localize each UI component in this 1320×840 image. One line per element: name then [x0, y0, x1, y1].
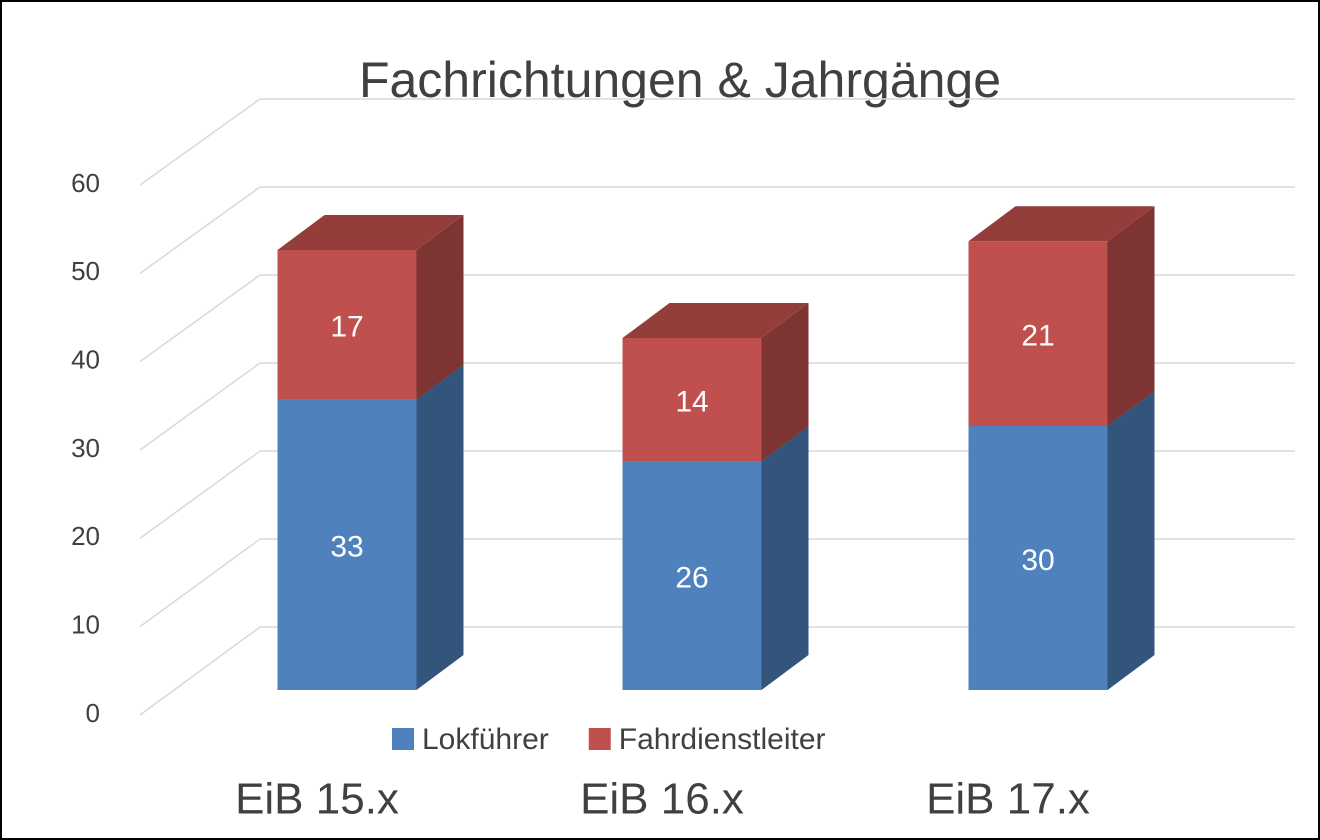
bar: [277, 250, 417, 400]
data-label: 17: [330, 311, 363, 344]
grid-line: [139, 186, 1295, 274]
bar: [622, 338, 762, 462]
grid-diagonal: [139, 98, 261, 186]
grid-line: [139, 98, 1295, 186]
grid-diagonal: [139, 538, 261, 628]
data-label: 14: [675, 386, 708, 419]
bar-side: [1107, 391, 1155, 690]
y-tick-label: 0: [86, 698, 100, 728]
grid-diagonal: [139, 626, 261, 716]
y-tick-label: 40: [71, 345, 100, 375]
bar-side: [761, 303, 809, 462]
bar: [968, 241, 1108, 426]
bar-side: [416, 364, 464, 690]
data-label: 21: [1021, 320, 1054, 353]
legend-label: Fahrdienstleiter: [619, 723, 826, 756]
grid-diagonal: [139, 362, 261, 451]
y-tick-label: 50: [71, 256, 100, 286]
y-tick-label: 10: [71, 610, 100, 640]
data-label: 33: [330, 531, 363, 564]
x-tick-label: EiB 15.x: [235, 775, 399, 824]
bar-side: [761, 426, 809, 690]
grid-diagonal: [139, 186, 261, 274]
data-label: 30: [1021, 544, 1054, 577]
legend-label: Lokführer: [422, 723, 549, 756]
y-tick-label: 20: [71, 521, 100, 551]
bar: [968, 426, 1108, 690]
chart-title: Fachrichtungen & Jahrgänge: [359, 52, 1001, 108]
y-tick-label: 60: [71, 168, 100, 198]
legend-swatch: [588, 728, 611, 750]
bar: [622, 461, 762, 690]
x-tick-label: EiB 17.x: [926, 775, 1090, 824]
bar: [277, 399, 417, 690]
x-tick-label: EiB 16.x: [580, 775, 744, 824]
bar-side: [1107, 206, 1155, 426]
data-label: 26: [675, 562, 708, 595]
legend-swatch: [392, 728, 414, 750]
bar-top: [622, 303, 809, 338]
y-tick-label: 30: [71, 433, 100, 463]
bar-top: [968, 206, 1155, 242]
bar-side: [416, 215, 464, 400]
bar-top: [277, 215, 464, 250]
grid-diagonal: [139, 274, 261, 363]
grid-diagonal: [139, 450, 261, 539]
